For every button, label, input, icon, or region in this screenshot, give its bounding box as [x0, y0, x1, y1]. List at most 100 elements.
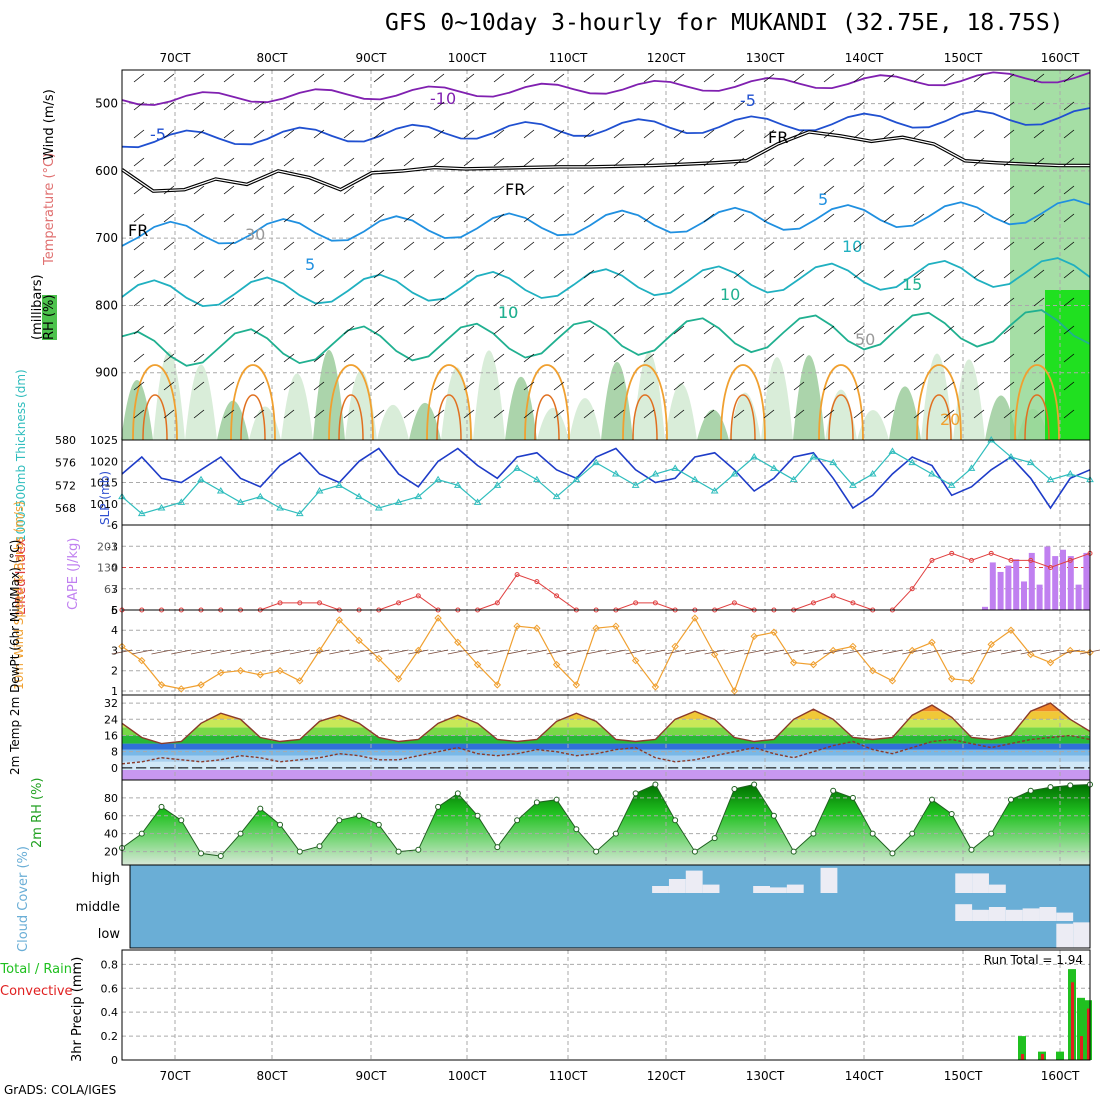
wind-barb: [313, 73, 325, 83]
wind-barb: [913, 381, 925, 391]
wind10-barb: [862, 649, 883, 655]
top-x-tick: 90CT: [356, 51, 388, 65]
thickness-marker: [374, 504, 383, 511]
wind-barb: [523, 381, 535, 391]
wind-barb: [673, 325, 685, 335]
top-x-tick: 150CT: [944, 51, 983, 65]
wind10-marker: [987, 640, 995, 649]
wind-barb: [133, 185, 145, 195]
wind-barb: [973, 325, 985, 335]
rh-marker: [454, 790, 461, 797]
rh-marker: [1027, 787, 1034, 794]
cloud-bar: [1056, 923, 1074, 948]
wind-barb: [193, 241, 205, 251]
wind-barb: [373, 381, 385, 391]
wind-barb: [823, 381, 835, 391]
thickness-marker: [651, 470, 660, 477]
rh-marker: [178, 817, 185, 824]
wind-barb: [283, 241, 295, 251]
cloud-bar: [702, 884, 720, 893]
contour-label: 10: [498, 303, 518, 322]
precip-convective-bar: [1087, 1008, 1090, 1060]
wind-barb: [793, 73, 805, 83]
wind-barb: [403, 213, 415, 223]
wind-barb: [973, 73, 985, 83]
rh-shading: [889, 386, 921, 440]
bottom-x-tick: 150CT: [944, 1069, 983, 1083]
wind-barb: [193, 185, 205, 195]
wind-barb: [733, 129, 745, 139]
wind-barb: [733, 185, 745, 195]
cloud-bar: [972, 873, 989, 893]
wind-barb: [433, 297, 445, 307]
cape-bar: [989, 562, 996, 610]
wind-barb: [643, 213, 655, 223]
wind-barb: [313, 297, 325, 307]
wind-barb: [883, 185, 895, 195]
lifted-marker: [297, 600, 303, 606]
wind10-marker: [552, 660, 561, 669]
wind-barb: [163, 185, 175, 195]
precip-legend-convective: Convective: [0, 984, 73, 999]
wind-barb: [883, 297, 895, 307]
wind10-barb: [1000, 649, 1022, 655]
wind-barb: [643, 353, 655, 363]
lifted-marker: [1067, 557, 1073, 563]
cape-bar: [1036, 584, 1043, 610]
rh-y-tick: 80: [104, 792, 118, 805]
wind-barb: [463, 325, 475, 335]
temp-ylabel: 2m Temp 2m DewPt (6hr Min/Max) (°C): [8, 539, 22, 775]
slp-line: [121, 447, 1091, 510]
wind-barb: [253, 101, 265, 111]
wind10-barb: [190, 649, 212, 655]
wind-barb: [523, 73, 535, 83]
rh-marker: [652, 781, 659, 788]
cape-y-tick: 134: [97, 562, 118, 575]
wind-barb: [193, 129, 205, 139]
rh-marker: [869, 830, 876, 837]
wind10-barb: [467, 649, 488, 655]
wind-barb: [553, 185, 565, 195]
temp-contour: [1014, 364, 1060, 441]
rh-marker: [751, 781, 758, 788]
wind-barb: [583, 269, 595, 279]
wind10-marker: [513, 622, 521, 630]
wind10-barb: [744, 649, 765, 655]
lifted-marker: [1028, 557, 1034, 563]
contour-label: FR: [505, 180, 525, 199]
wind-barb: [1063, 213, 1075, 223]
wind10-marker: [829, 646, 837, 655]
thickness-marker: [552, 492, 561, 500]
wind-barb: [1033, 241, 1045, 251]
wind-barb: [973, 101, 985, 111]
wind-barb: [343, 241, 355, 251]
wind-barb: [553, 213, 565, 223]
wind-barb: [763, 269, 775, 279]
cloud-bar: [1073, 922, 1090, 948]
cloud-background: [130, 865, 1090, 948]
contour-label: 30: [245, 225, 265, 244]
wind-barb: [133, 325, 145, 335]
wind-barb: [163, 381, 175, 391]
wind-barb: [463, 381, 475, 391]
wind-barb: [703, 353, 715, 363]
wind-barb: [1003, 213, 1015, 223]
temp-contour: [121, 71, 1091, 106]
rh-shading: [665, 383, 697, 440]
wind-barb: [193, 353, 205, 363]
wind10-marker: [948, 675, 956, 683]
rh-shading: [1045, 290, 1090, 440]
temp-contour: [1024, 394, 1050, 441]
temp-contour: [328, 364, 374, 441]
contour-label: 10: [842, 237, 862, 256]
wind-barb: [523, 101, 535, 111]
wind10-barb: [1040, 649, 1061, 655]
wind-barb: [1063, 101, 1075, 111]
wind-barb: [1063, 269, 1075, 279]
wind-barb: [343, 409, 355, 419]
cloud-level-label: high: [92, 871, 120, 886]
wind10-marker: [592, 624, 600, 632]
wind10-marker: [493, 681, 502, 689]
top-x-tick: 110CT: [549, 51, 588, 65]
wind10-barb: [447, 649, 468, 655]
